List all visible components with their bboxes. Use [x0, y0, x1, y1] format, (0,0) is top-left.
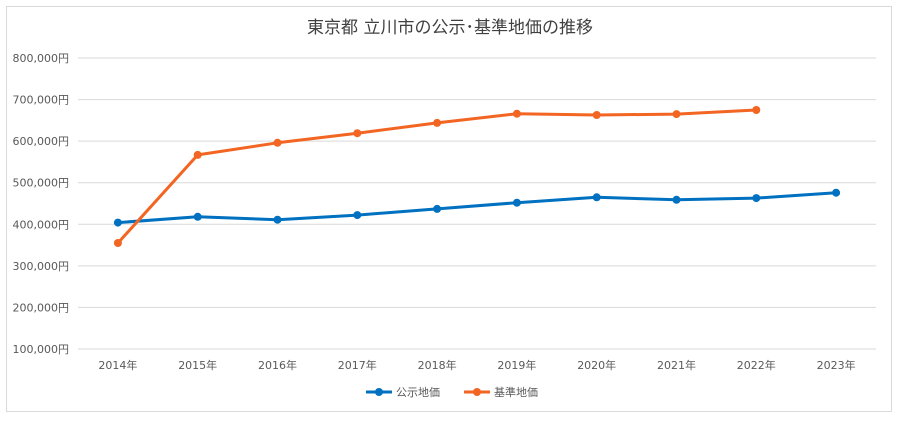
legend-item: 基準地価 — [464, 385, 538, 399]
series-group — [113, 106, 841, 247]
data-point — [113, 239, 122, 247]
x-tick-label: 2020年 — [577, 358, 616, 372]
series-1 — [113, 188, 841, 227]
legend-item: 公示地価 — [366, 386, 440, 399]
x-tick-label: 2023年 — [817, 358, 856, 372]
series-2 — [113, 106, 761, 247]
legend: 公示地価 基準地価 — [366, 385, 538, 399]
x-tick-label: 2017年 — [338, 358, 377, 372]
y-tick-label: 500,000円 — [13, 177, 70, 190]
x-tick-label: 2022年 — [737, 358, 776, 372]
x-axis-ticks: 2014年 2015年 2016年 2017年 2018年 2019年 2020年 2021年… — [98, 358, 855, 372]
y-tick-label: 300,000円 — [13, 260, 70, 273]
y-tick-label: 400,000円 — [13, 218, 70, 231]
y-tick-label: 800,000円 — [13, 52, 70, 65]
data-point — [832, 188, 841, 197]
data-point — [353, 211, 362, 220]
data-point — [433, 118, 442, 127]
data-point — [193, 150, 202, 159]
x-tick-label: 2019年 — [497, 358, 536, 372]
x-tick-label: 2016年 — [258, 358, 297, 372]
data-point — [273, 138, 282, 147]
data-point — [512, 109, 521, 118]
data-point — [752, 106, 761, 114]
x-tick-label: 2021年 — [657, 358, 696, 372]
x-tick-label: 2015年 — [178, 358, 217, 372]
grid-lines — [78, 57, 876, 350]
legend-marker — [473, 388, 481, 396]
data-point — [433, 204, 442, 213]
series-line — [116, 108, 758, 245]
legend-label: 基準地価 — [494, 385, 538, 399]
data-point — [512, 198, 521, 207]
data-point — [592, 193, 601, 202]
y-tick-label: 600,000円 — [13, 135, 70, 148]
data-point — [273, 215, 282, 224]
data-point — [672, 195, 681, 204]
data-point — [353, 129, 362, 138]
y-axis-ticks: 100,000円 200,000円 300,000円 400,000円 500,000円… — [13, 52, 70, 356]
series-line — [116, 191, 838, 225]
chart-title: 東京都 立川市の公示･基準地価の推移 — [307, 18, 593, 38]
data-point — [592, 111, 601, 119]
legend-marker — [375, 388, 383, 396]
data-point — [672, 110, 681, 119]
y-tick-label: 200,000円 — [13, 301, 70, 314]
x-tick-label: 2018年 — [418, 358, 457, 372]
legend-label: 公示地価 — [396, 386, 440, 399]
x-tick-label: 2014年 — [98, 358, 137, 372]
data-point — [113, 218, 122, 227]
data-point — [193, 212, 202, 221]
y-tick-label: 100,000円 — [13, 343, 70, 356]
data-point — [752, 194, 761, 203]
y-tick-label: 700,000円 — [13, 94, 70, 107]
